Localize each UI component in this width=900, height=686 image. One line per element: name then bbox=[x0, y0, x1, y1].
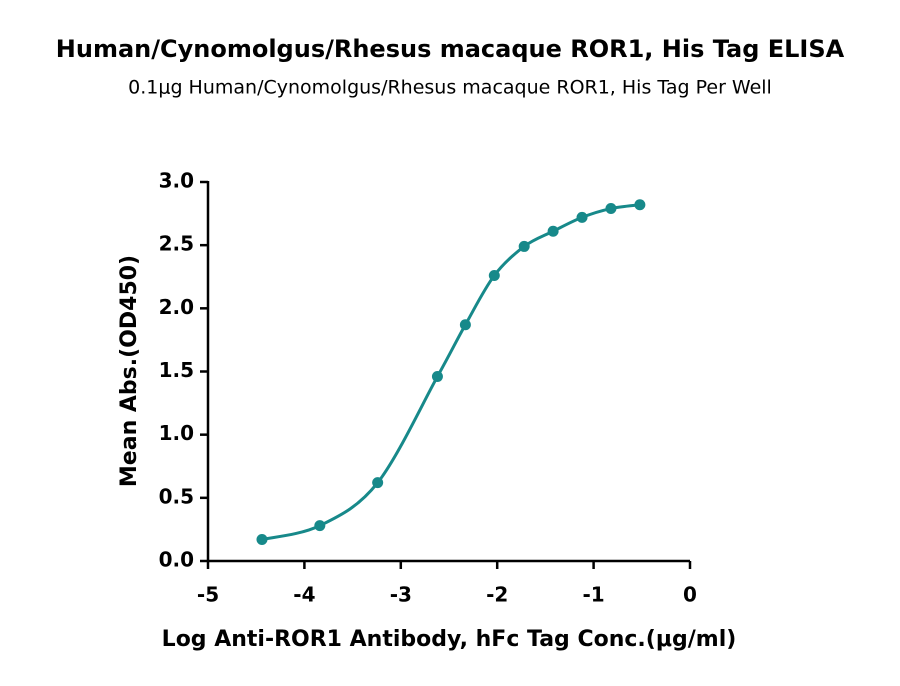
x-tick-label: -5 bbox=[197, 583, 219, 607]
data-point bbox=[634, 199, 646, 211]
data-point bbox=[256, 534, 268, 546]
y-tick-label: 3.0 bbox=[159, 169, 194, 193]
data-point bbox=[605, 203, 617, 215]
data-point bbox=[314, 520, 326, 532]
data-point bbox=[518, 240, 530, 252]
x-axis-label: Log Anti-ROR1 Antibody, hFc Tag Conc.(μg… bbox=[162, 627, 737, 652]
y-tick-label: 2.5 bbox=[159, 232, 194, 256]
data-point bbox=[372, 477, 384, 489]
chart-subtitle: 0.1μg Human/Cynomolgus/Rhesus macaque RO… bbox=[128, 77, 772, 99]
x-tick-label: -4 bbox=[293, 583, 315, 607]
y-tick-label: 0.0 bbox=[159, 548, 194, 572]
x-tick-label: -2 bbox=[486, 583, 508, 607]
data-point bbox=[488, 269, 500, 281]
x-tick-label: -3 bbox=[390, 583, 412, 607]
y-tick-label: 1.5 bbox=[159, 358, 194, 382]
data-point bbox=[431, 371, 443, 383]
y-axis-label: Mean Abs.(OD450) bbox=[117, 255, 142, 487]
data-point bbox=[576, 211, 588, 223]
x-tick-label: 0 bbox=[683, 583, 697, 607]
fit-curve bbox=[261, 203, 641, 541]
y-tick-label: 1.0 bbox=[159, 421, 194, 445]
x-tick-label: -1 bbox=[582, 583, 604, 607]
data-point bbox=[459, 319, 471, 331]
chart-title: Human/Cynomolgus/Rhesus macaque ROR1, Hi… bbox=[56, 35, 845, 63]
y-tick-label: 0.5 bbox=[159, 484, 194, 508]
y-tick-label: 2.0 bbox=[159, 295, 194, 319]
data-point bbox=[547, 225, 559, 237]
